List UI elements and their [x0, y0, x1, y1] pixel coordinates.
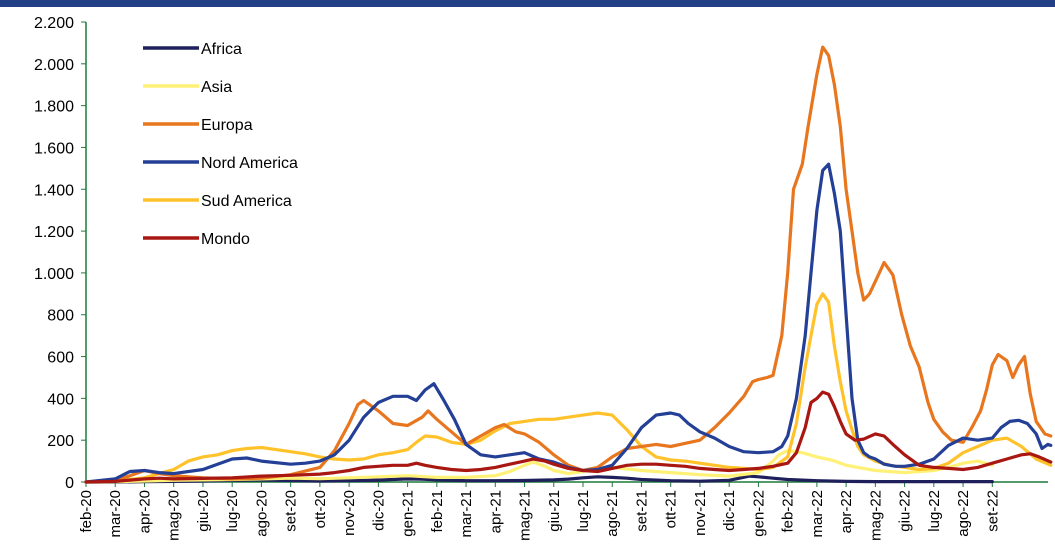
x-tick-label: apr-22: [838, 490, 855, 533]
series-line-sud-america: [84, 292, 1053, 484]
x-tick-label: gen-21: [400, 490, 417, 537]
x-tick-label: set-20: [283, 490, 300, 532]
x-tick-label: mag-20: [166, 490, 183, 541]
x-tick-label: lug-21: [575, 490, 592, 532]
legend-label: Africa: [201, 41, 242, 58]
y-tick-label: 400: [47, 391, 74, 408]
legend-label: Nord America: [201, 155, 298, 172]
x-tick-label: dic-21: [721, 490, 738, 531]
x-tick-label: lug-22: [926, 490, 943, 532]
x-tick-label: giu-22: [897, 490, 914, 532]
x-tick-label: ago-20: [253, 490, 270, 537]
x-tick-label: feb-22: [780, 490, 797, 533]
legend-label: Europa: [201, 117, 253, 134]
legend-label: Mondo: [201, 231, 250, 248]
x-tick-label: ago-22: [955, 490, 972, 537]
series-line-nord-america: [84, 162, 1053, 484]
x-tick-label: giu-21: [546, 490, 563, 532]
x-axis-ticks: feb-20 mar-20 apr-20 mag-20 giu-20 lug-20 ago-…: [78, 482, 1001, 541]
y-tick-label: 600: [47, 350, 74, 367]
x-tick-label: apr-20: [136, 490, 153, 533]
x-tick-label: nov-20: [341, 490, 358, 536]
x-tick-label: apr-21: [487, 490, 504, 533]
x-tick-label: ott-20: [312, 490, 329, 528]
x-tick-label: ott-21: [663, 490, 680, 528]
legend-label: Asia: [201, 79, 232, 96]
x-tick-label: feb-21: [429, 490, 446, 533]
x-tick-label: mar-22: [809, 490, 826, 538]
series-line-mondo: [84, 390, 1053, 484]
y-tick-label: 1.200: [34, 224, 74, 241]
x-tick-label: giu-20: [195, 490, 212, 532]
y-tick-label: 0: [65, 475, 74, 492]
x-tick-label: set-22: [984, 490, 1001, 532]
y-tick-label: 1.400: [34, 182, 74, 199]
chart-legend: Africa Asia Europa Nord America Sud America M…: [143, 41, 298, 248]
y-tick-label: 1.800: [34, 99, 74, 116]
y-tick-label: 2.000: [34, 57, 74, 74]
x-tick-label: lug-20: [224, 490, 241, 532]
y-tick-label: 200: [47, 433, 74, 450]
y-axis-ticks: 0 200 400 600 800 1.000 1.200 1.400 1.600 1.800 2.…: [34, 15, 86, 492]
x-tick-label: set-21: [633, 490, 650, 532]
x-tick-label: nov-21: [692, 490, 709, 536]
x-tick-label: mag-21: [517, 490, 534, 541]
series-line-europa: [84, 45, 1053, 484]
chart-series: [84, 45, 1053, 484]
y-tick-label: 2.200: [34, 15, 74, 32]
x-tick-label: feb-20: [78, 490, 95, 533]
y-tick-label: 1.000: [34, 266, 74, 283]
x-tick-label: mar-21: [458, 490, 475, 538]
x-tick-label: mar-20: [107, 490, 124, 538]
top-accent-bar: [0, 0, 1055, 7]
y-tick-label: 800: [47, 308, 74, 325]
y-tick-label: 1.600: [34, 140, 74, 157]
legend-label: Sud America: [201, 193, 292, 210]
x-tick-label: dic-20: [370, 490, 387, 531]
x-tick-label: ago-21: [604, 490, 621, 537]
x-tick-label: gen-22: [750, 490, 767, 537]
x-tick-label: mag-22: [867, 490, 884, 541]
